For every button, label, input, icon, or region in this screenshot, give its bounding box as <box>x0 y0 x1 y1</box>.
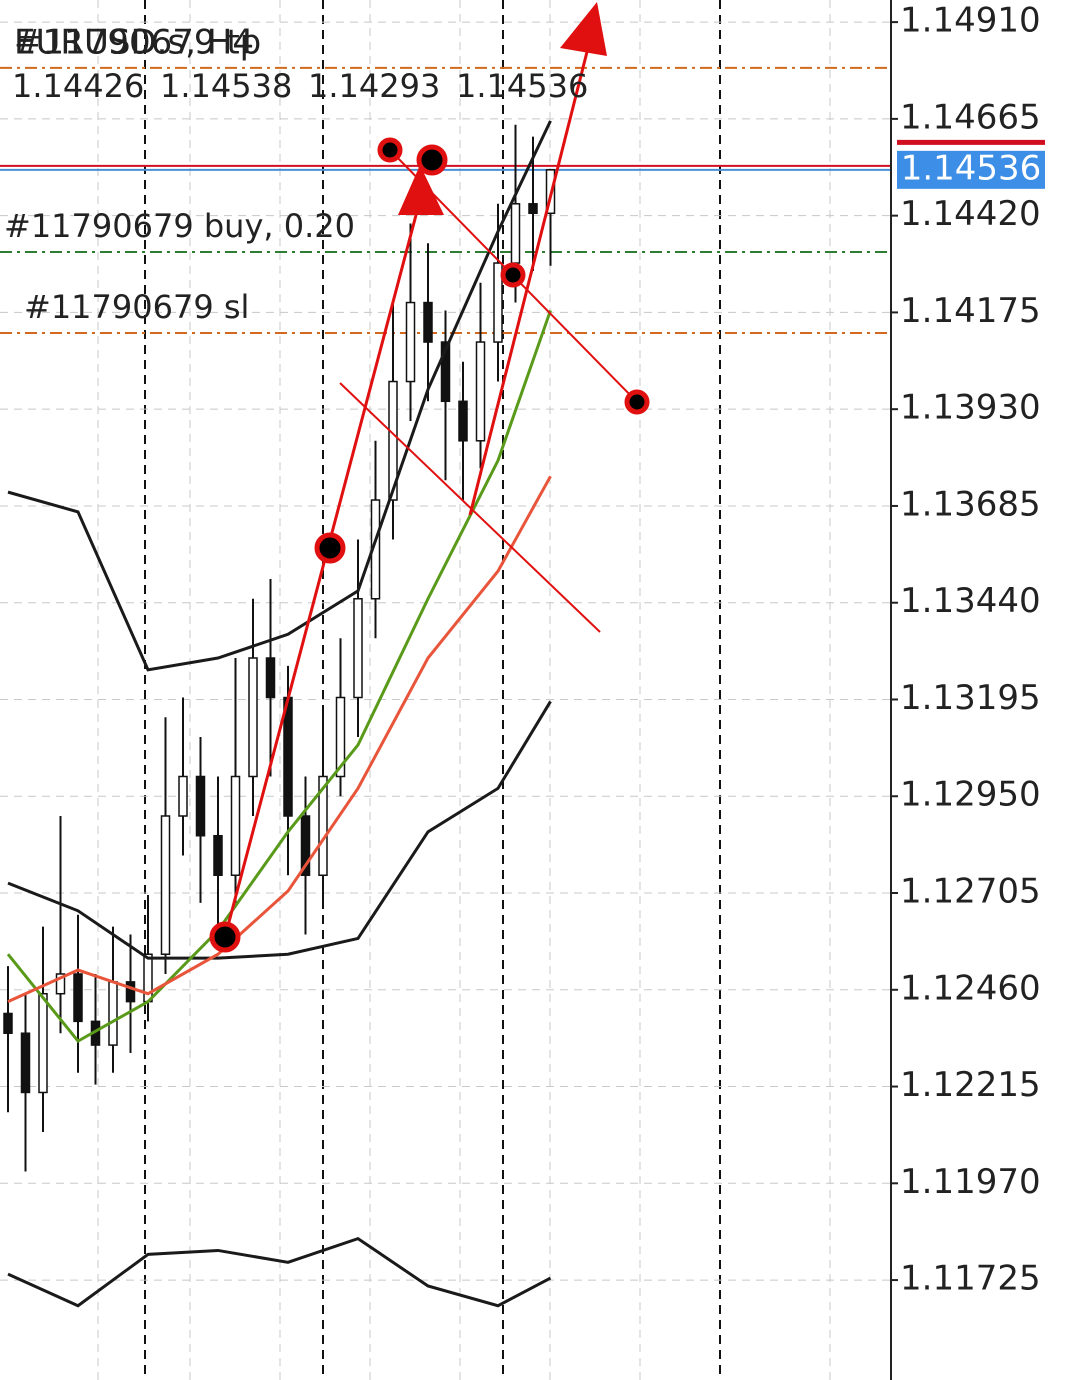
order-label: #11790679 buy, 0.20 <box>4 207 355 245</box>
trend-arrow <box>223 199 422 938</box>
y-tick-label: 1.12460 <box>900 968 1041 1008</box>
ohlc-value: 1.14293 <box>308 67 440 105</box>
price-box <box>897 150 1045 189</box>
point <box>209 921 241 953</box>
candle-body <box>510 203 521 264</box>
y-tick-label: 1.14910 <box>900 1 1041 41</box>
y-tick-label: 1.12215 <box>900 1065 1041 1105</box>
candle-body <box>353 598 363 699</box>
point <box>416 144 448 176</box>
candle-body <box>230 775 241 876</box>
labels: 1.14910 1.14665 1.14420 1.14175 1.13930 1.136… <box>4 1 1045 1299</box>
candle-body <box>20 1032 31 1094</box>
candle-body <box>440 341 451 403</box>
candle-body <box>125 981 136 1003</box>
ohlc-value: 1.14426 <box>12 67 144 105</box>
trend-line <box>339 382 601 633</box>
ohlc-value: 1.14536 <box>456 67 588 105</box>
arrow-head <box>560 2 607 56</box>
indicator-line <box>7 700 552 960</box>
y-tick-label: 1.14420 <box>900 194 1041 234</box>
y-tick-label: 1.14175 <box>900 291 1041 331</box>
y-tick-label: 1.13685 <box>900 484 1041 524</box>
y-tick-label: 1.11725 <box>900 1259 1041 1299</box>
current-price-label: 1.14536 <box>901 148 1042 188</box>
candle-body <box>3 1012 13 1034</box>
y-tick-label: 1.12705 <box>900 872 1041 912</box>
candle-body <box>493 262 503 343</box>
ask-marker <box>897 139 1045 145</box>
candle-body <box>300 815 311 876</box>
point <box>377 137 403 163</box>
candle-body <box>108 981 118 1046</box>
candle-body <box>213 834 223 876</box>
plot <box>0 66 890 1308</box>
candle-body <box>335 696 346 778</box>
drawings <box>209 2 650 953</box>
candle-body <box>178 775 188 817</box>
indicator-line <box>7 475 552 1003</box>
points <box>209 137 650 953</box>
candle-body <box>405 301 416 383</box>
candle-body <box>73 973 83 1023</box>
order-tp-label: #11790679 tp <box>14 23 261 63</box>
y-tick-label: 1.13440 <box>900 581 1041 621</box>
candle-body <box>38 992 48 1094</box>
order-label: #11790679 sl <box>24 288 249 326</box>
candle-body <box>475 341 486 442</box>
candle-body <box>195 775 206 837</box>
arrow-head <box>398 165 444 215</box>
candle-body <box>458 400 468 442</box>
ohlc-value: 1.14538 <box>160 67 292 105</box>
candle-body <box>318 775 328 876</box>
candle-body <box>160 815 171 955</box>
point <box>314 532 346 564</box>
point <box>500 262 526 288</box>
candle-body <box>55 973 66 995</box>
indicator-line <box>7 1236 552 1308</box>
candle-body <box>388 380 398 501</box>
candle-body <box>423 301 433 343</box>
trend-arrow <box>468 39 592 516</box>
indicator-line <box>6 309 552 1044</box>
y-tick-label: 1.11970 <box>900 1162 1041 1202</box>
chart-title: EURUSD.s, H4 <box>14 23 254 63</box>
y-tick-label: 1.13195 <box>900 678 1041 718</box>
indicator-line <box>7 120 552 672</box>
point <box>624 389 650 415</box>
candle-body <box>528 203 538 215</box>
y-tick-label: 1.12950 <box>900 775 1041 815</box>
y-tick-label: 1.13930 <box>900 388 1041 428</box>
y-tick-label: 1.14665 <box>900 97 1041 137</box>
candle-body <box>265 657 276 699</box>
candle-body <box>248 657 258 778</box>
